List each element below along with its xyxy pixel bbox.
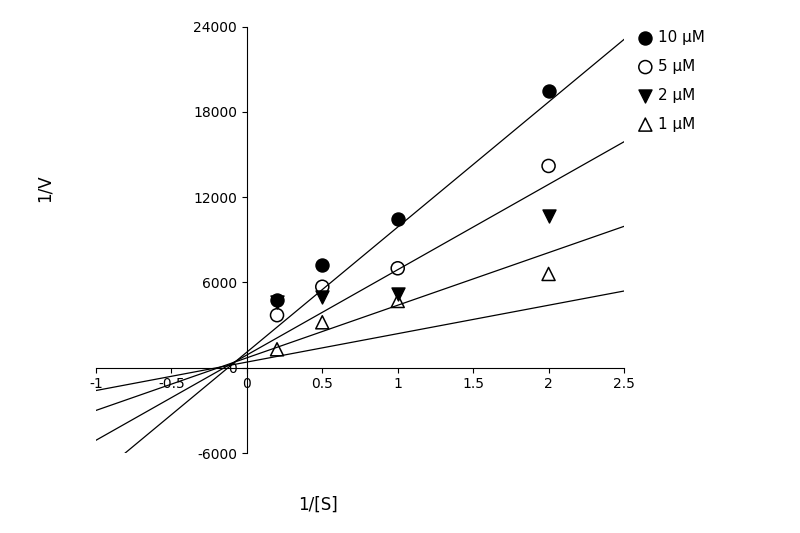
Legend: 10 μM, 5 μM, 2 μM, 1 μM: 10 μM, 5 μM, 2 μM, 1 μM bbox=[637, 26, 710, 136]
Point bbox=[391, 214, 404, 223]
Point bbox=[391, 297, 404, 305]
Point bbox=[270, 295, 283, 304]
Point bbox=[391, 264, 404, 272]
Point bbox=[270, 298, 283, 306]
Point bbox=[542, 161, 555, 170]
X-axis label: 1/[S]: 1/[S] bbox=[298, 496, 338, 514]
Point bbox=[316, 318, 329, 327]
Point bbox=[391, 289, 404, 298]
Point bbox=[270, 345, 283, 353]
Point bbox=[542, 270, 555, 278]
Point bbox=[270, 311, 283, 319]
Point bbox=[316, 261, 329, 270]
Point bbox=[316, 293, 329, 301]
Y-axis label: 1/V: 1/V bbox=[36, 175, 54, 203]
Point bbox=[316, 282, 329, 291]
Point bbox=[542, 86, 555, 95]
Point bbox=[542, 212, 555, 220]
